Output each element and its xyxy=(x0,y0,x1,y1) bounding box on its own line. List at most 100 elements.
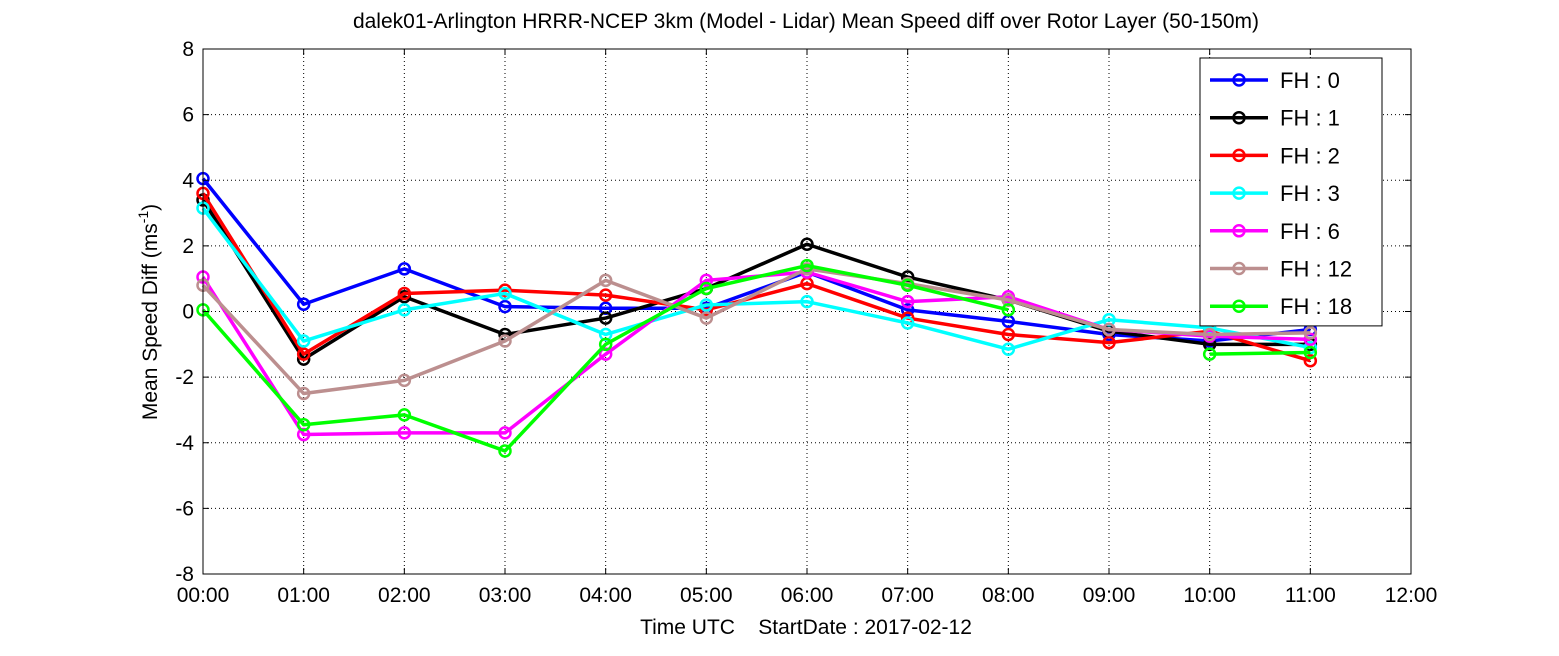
legend-marker xyxy=(1232,148,1246,163)
data-point xyxy=(1001,342,1016,356)
data-point xyxy=(900,294,915,309)
x-axis-label: Time UTC StartDate : 2017-02-12 xyxy=(640,616,972,639)
legend-marker xyxy=(1232,224,1246,238)
data-point xyxy=(1303,353,1318,368)
data-point xyxy=(598,311,613,325)
x-tick-label: 04:00 xyxy=(579,584,632,607)
data-point xyxy=(699,298,714,312)
data-point xyxy=(498,444,512,458)
data-point xyxy=(900,316,915,330)
legend: FH : 0 FH : 1 FH : 2 FH : 3 FH : 6 FH : 12 FH … xyxy=(1199,57,1383,327)
data-point xyxy=(1202,347,1217,361)
data-point xyxy=(296,297,311,312)
legend-marker xyxy=(1232,186,1246,200)
x-tick-label: 11:00 xyxy=(1285,584,1336,607)
data-point xyxy=(296,417,311,432)
legend-item: FH : 3 xyxy=(1210,181,1340,206)
y-tick-label: -6 xyxy=(175,497,194,520)
legend-item: FH : 18 xyxy=(1210,294,1352,319)
data-point xyxy=(699,273,714,288)
legend-marker xyxy=(1232,299,1246,313)
data-point xyxy=(900,303,915,317)
data-point xyxy=(598,288,613,302)
data-point xyxy=(1001,327,1016,342)
legend-label: FH : 1 xyxy=(1280,106,1340,131)
y-axis-label-main: Mean Speed Diff (ms xyxy=(139,223,162,420)
data-point xyxy=(1303,326,1318,340)
y-axis-label-superscript: -1 xyxy=(135,211,151,224)
legend-label: FH : 12 xyxy=(1280,257,1352,282)
legend-item: FH : 2 xyxy=(1210,143,1340,168)
x-tick-label: 01:00 xyxy=(277,584,330,607)
legend-label: FH : 2 xyxy=(1280,143,1340,168)
data-point xyxy=(800,258,814,273)
y-tick-label: 6 xyxy=(182,104,194,127)
series-6 xyxy=(196,258,1318,458)
x-tick-label: 05:00 xyxy=(680,584,733,607)
data-point xyxy=(397,373,412,388)
axis-ticks: 00:00 01:00 02:00 03:00 04:00 05:00 06:00 07:00… xyxy=(175,38,1437,607)
y-tick-label: 2 xyxy=(182,235,194,258)
series-line xyxy=(201,207,1311,351)
legend-item: FH : 0 xyxy=(1210,68,1340,93)
legend-label: FH : 18 xyxy=(1280,294,1352,319)
data-point xyxy=(598,273,613,288)
series-line xyxy=(201,177,1311,343)
data-point xyxy=(1303,345,1318,360)
data-point xyxy=(296,386,311,401)
y-axis-label-close: ) xyxy=(139,204,162,211)
data-point xyxy=(498,426,512,440)
data-point xyxy=(1102,322,1116,337)
x-tick-label: 08:00 xyxy=(982,584,1035,607)
y-tick-label: -8 xyxy=(175,563,194,586)
data-point xyxy=(1202,327,1217,342)
x-tick-label: 07:00 xyxy=(881,584,934,607)
data-point xyxy=(498,299,512,314)
data-point xyxy=(397,262,412,276)
series-line xyxy=(201,192,1311,363)
x-tick-label: 10:00 xyxy=(1183,584,1236,607)
data-point xyxy=(397,408,412,422)
data-point xyxy=(1001,303,1016,317)
legend-label: FH : 6 xyxy=(1280,219,1340,244)
series-1 xyxy=(196,193,1318,366)
data-point xyxy=(699,281,714,296)
legend-marker xyxy=(1232,110,1246,125)
legend-item: FH : 1 xyxy=(1210,106,1340,131)
y-axis-label: Mean Speed Diff (ms-1) xyxy=(135,204,162,420)
legend-marker xyxy=(1232,261,1246,276)
data-point xyxy=(498,286,512,301)
data-point xyxy=(296,347,311,361)
chart-title: dalek01-Arlington HRRR-NCEP 3km (Model -… xyxy=(353,10,1259,33)
data-point xyxy=(800,294,814,309)
series-line xyxy=(201,199,1311,361)
data-point xyxy=(800,237,814,251)
data-point xyxy=(498,334,512,348)
legend-item: FH : 6 xyxy=(1210,219,1340,244)
data-point xyxy=(296,334,311,348)
x-tick-label: 09:00 xyxy=(1083,584,1136,607)
x-tick-label: 02:00 xyxy=(378,584,431,607)
y-tick-label: -2 xyxy=(175,366,194,389)
x-tick-label: 03:00 xyxy=(479,584,532,607)
legend-item: FH : 12 xyxy=(1210,257,1352,282)
legend-label: FH : 3 xyxy=(1280,181,1340,206)
series-line xyxy=(201,267,1311,396)
y-tick-label: -4 xyxy=(175,432,194,455)
series-line xyxy=(1209,350,1311,356)
y-tick-label: 8 xyxy=(182,38,194,61)
data-point xyxy=(397,426,412,440)
data-point xyxy=(900,278,915,292)
x-tick-label: 00:00 xyxy=(177,584,230,607)
series-line xyxy=(201,263,1009,453)
series-layer xyxy=(196,171,1318,458)
data-point xyxy=(699,311,714,325)
data-point xyxy=(397,286,412,301)
legend-marker xyxy=(1232,73,1246,87)
x-tick-label: 12:00 xyxy=(1385,584,1438,607)
y-tick-label: 0 xyxy=(182,301,194,324)
data-point xyxy=(1102,335,1116,350)
data-point xyxy=(598,337,613,352)
x-tick-label: 06:00 xyxy=(781,584,834,607)
